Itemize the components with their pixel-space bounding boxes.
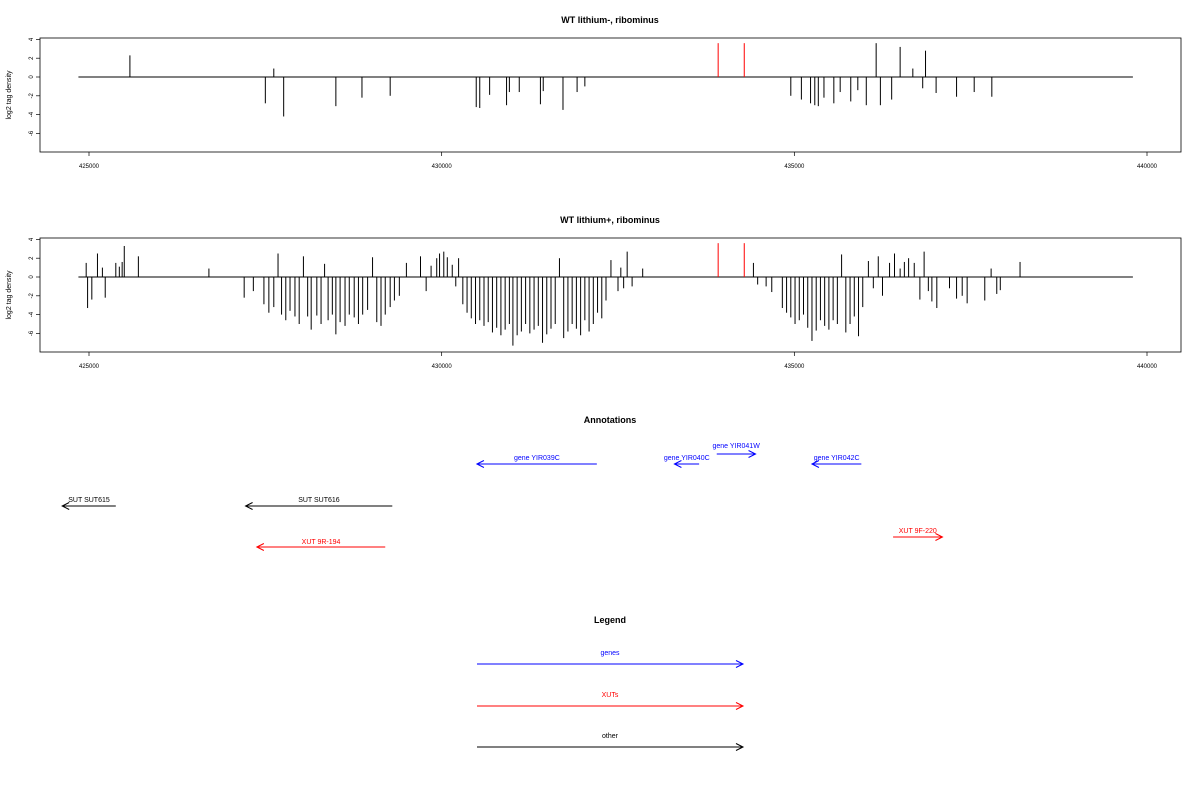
y-tick-label: -2 bbox=[29, 92, 35, 98]
annotation-label: XUT 9R-194 bbox=[302, 539, 341, 546]
y-tick-label: -2 bbox=[29, 292, 35, 298]
annotation-label: SUT SUT616 bbox=[298, 497, 340, 504]
x-tick-label: 435000 bbox=[784, 164, 805, 170]
y-tick-label: 2 bbox=[29, 56, 35, 60]
annotation-arrow-arrowhead bbox=[810, 460, 820, 468]
legend-section: Legend genes XUTs other bbox=[477, 615, 745, 751]
annotation-feature: gene YIR039C bbox=[475, 455, 597, 468]
annotation-feature: gene YIR042C bbox=[810, 455, 862, 468]
annotation-arrow-arrowhead bbox=[244, 502, 253, 510]
annotation-arrow-arrowhead bbox=[935, 533, 944, 541]
legend-label: genes bbox=[600, 650, 620, 657]
panel-2-axes: 4 2 0 -2 -4 -6 425000 430000 435000 440000 bbox=[29, 237, 1158, 370]
x-tick-label: 430000 bbox=[432, 164, 453, 170]
legend-title: Legend bbox=[594, 615, 626, 625]
x-tick-label: 425000 bbox=[79, 164, 100, 170]
annotation-arrow-arrowhead bbox=[255, 543, 265, 551]
panel-2-ylabel: log2 tag density bbox=[6, 270, 13, 320]
panel-2-bars bbox=[78, 243, 1133, 346]
annotation-feature: SUT SUT615 bbox=[61, 497, 116, 510]
legend-label: XUTs bbox=[602, 692, 619, 699]
y-tick-label: 0 bbox=[29, 275, 35, 279]
annotation-feature: gene YIR041W bbox=[712, 443, 760, 458]
x-tick-label: 425000 bbox=[79, 364, 100, 370]
annotation-arrow-arrowhead bbox=[748, 450, 757, 458]
panel-2: WT lithium+, ribominus log2 tag density … bbox=[6, 215, 1182, 370]
annotation-label: XUT 9F-220 bbox=[899, 528, 937, 535]
annotation-label: gene YIR040C bbox=[664, 455, 710, 462]
x-tick-label: 440000 bbox=[1137, 164, 1158, 170]
annotation-arrow-arrowhead bbox=[61, 502, 70, 510]
legend-arrow-arrowhead bbox=[735, 702, 745, 710]
legend-item: genes bbox=[477, 650, 745, 668]
annotation-arrow-arrowhead bbox=[673, 460, 682, 468]
legend-arrow-arrowhead bbox=[735, 743, 745, 751]
legend-items: genes XUTs other bbox=[477, 650, 745, 751]
annotation-feature: SUT SUT616 bbox=[244, 497, 393, 510]
panel-1-title: WT lithium-, ribominus bbox=[561, 15, 659, 25]
x-tick-label: 440000 bbox=[1137, 364, 1158, 370]
y-tick-label: -4 bbox=[29, 311, 35, 317]
panel-2-title: WT lithium+, ribominus bbox=[560, 215, 660, 225]
panel-1-axes: 4 2 0 -2 -4 -6 425000 430000 435000 440000 bbox=[29, 37, 1158, 170]
legend-arrow-arrowhead bbox=[735, 660, 745, 668]
y-tick-label: 0 bbox=[29, 75, 35, 79]
legend-label: other bbox=[602, 733, 619, 740]
annotation-feature: XUT 9F-220 bbox=[893, 528, 944, 541]
panel-1-ylabel: log2 tag density bbox=[6, 70, 13, 120]
annotations-title: Annotations bbox=[584, 415, 637, 425]
panel-1-frame bbox=[39, 37, 1182, 153]
annotation-feature: XUT 9R-194 bbox=[255, 539, 386, 551]
y-tick-label: 2 bbox=[29, 256, 35, 260]
panel-1: WT lithium-, ribominus log2 tag density … bbox=[6, 15, 1182, 170]
legend-item: other bbox=[477, 733, 745, 751]
annotation-arrow-arrowhead bbox=[475, 460, 485, 468]
x-tick-label: 430000 bbox=[432, 364, 453, 370]
legend-item: XUTs bbox=[477, 692, 745, 710]
panel-2-frame bbox=[39, 237, 1182, 353]
y-tick-label: -6 bbox=[29, 330, 35, 336]
y-tick-label: -6 bbox=[29, 130, 35, 136]
annotation-feature: gene YIR040C bbox=[664, 455, 710, 468]
y-tick-label: 4 bbox=[29, 237, 35, 241]
y-tick-label: 4 bbox=[29, 37, 35, 41]
annotation-label: gene YIR039C bbox=[514, 455, 560, 462]
annotation-label: SUT SUT615 bbox=[68, 497, 110, 504]
y-tick-label: -4 bbox=[29, 111, 35, 117]
x-tick-label: 435000 bbox=[784, 364, 805, 370]
annotation-label: gene YIR041W bbox=[712, 443, 760, 450]
annotations-section: Annotations gene YIR039C gene YIR040Cgene… bbox=[61, 415, 944, 551]
annotation-label: gene YIR042C bbox=[814, 455, 860, 462]
panel-1-bars bbox=[78, 43, 1133, 117]
